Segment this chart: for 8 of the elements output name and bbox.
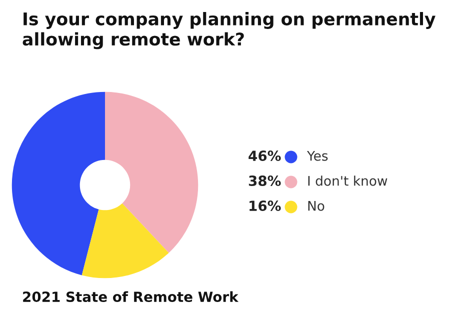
- legend-label: Yes: [306, 151, 328, 161]
- chart-title: Is your company planning on permanently allowing remote work?: [22, 12, 436, 50]
- legend-label: No: [308, 201, 324, 211]
- data-label: 38%: [248, 176, 281, 186]
- data-label: 16%: [250, 200, 281, 212]
- data-label: 46%: [248, 150, 281, 162]
- text: 2021 State of Remote Work: [23, 291, 239, 302]
- legend-label: I don't know: [308, 176, 388, 186]
